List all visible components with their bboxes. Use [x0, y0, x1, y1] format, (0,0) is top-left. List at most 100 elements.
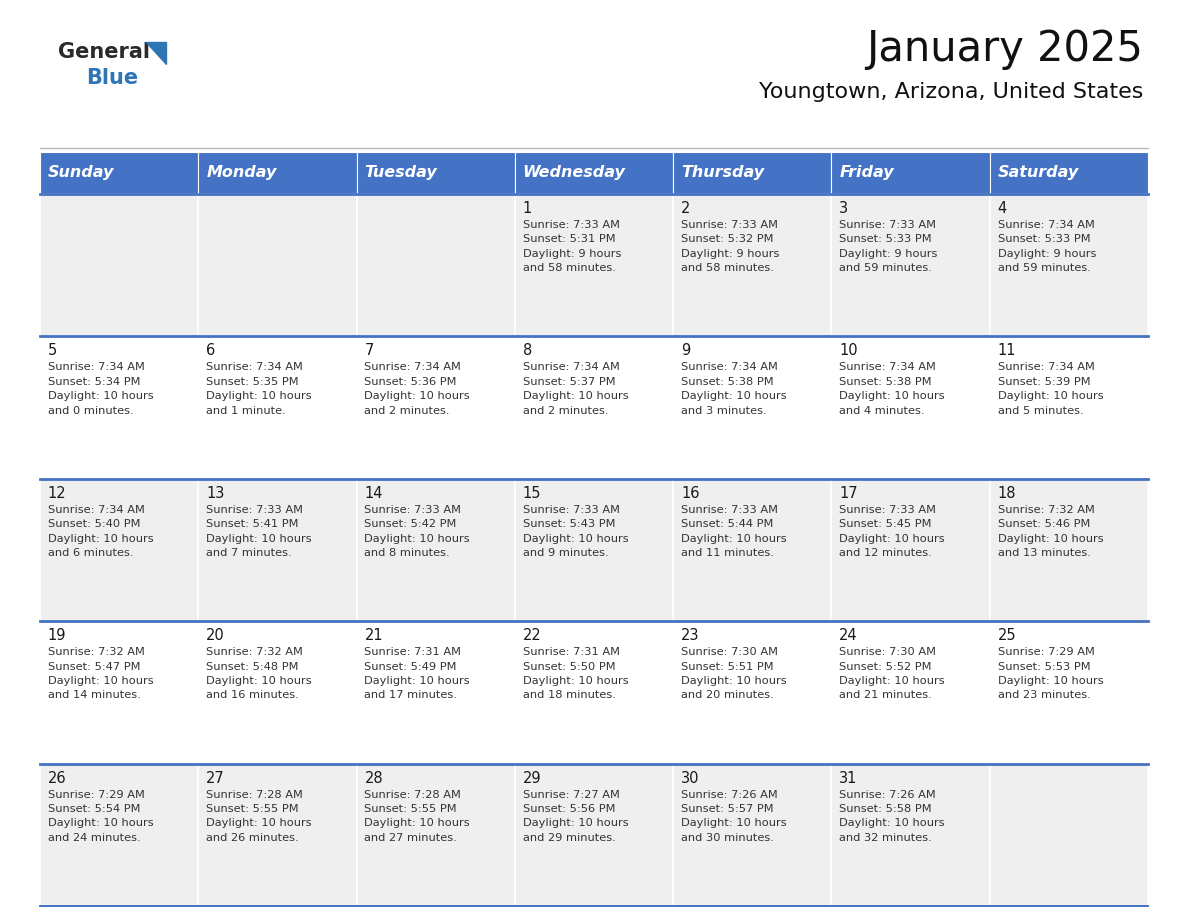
Text: Sunrise: 7:34 AM
Sunset: 5:38 PM
Daylight: 10 hours
and 4 minutes.: Sunrise: 7:34 AM Sunset: 5:38 PM Dayligh…	[840, 363, 944, 416]
Text: 17: 17	[840, 486, 858, 501]
Text: Sunrise: 7:33 AM
Sunset: 5:42 PM
Daylight: 10 hours
and 8 minutes.: Sunrise: 7:33 AM Sunset: 5:42 PM Dayligh…	[365, 505, 470, 558]
Text: Sunrise: 7:27 AM
Sunset: 5:56 PM
Daylight: 10 hours
and 29 minutes.: Sunrise: 7:27 AM Sunset: 5:56 PM Dayligh…	[523, 789, 628, 843]
Text: 18: 18	[998, 486, 1016, 501]
Text: Wednesday: Wednesday	[523, 165, 626, 181]
Text: Sunrise: 7:34 AM
Sunset: 5:39 PM
Daylight: 10 hours
and 5 minutes.: Sunrise: 7:34 AM Sunset: 5:39 PM Dayligh…	[998, 363, 1104, 416]
Bar	[514, 336, 674, 479]
Bar	[514, 479, 674, 621]
Text: Sunrise: 7:32 AM
Sunset: 5:47 PM
Daylight: 10 hours
and 14 minutes.: Sunrise: 7:32 AM Sunset: 5:47 PM Dayligh…	[48, 647, 153, 700]
Text: General: General	[58, 42, 150, 62]
Text: Sunrise: 7:29 AM
Sunset: 5:53 PM
Daylight: 10 hours
and 23 minutes.: Sunrise: 7:29 AM Sunset: 5:53 PM Dayligh…	[998, 647, 1104, 700]
Bar	[674, 621, 832, 764]
Text: 9: 9	[681, 343, 690, 358]
Text: Sunrise: 7:30 AM
Sunset: 5:51 PM
Daylight: 10 hours
and 20 minutes.: Sunrise: 7:30 AM Sunset: 5:51 PM Dayligh…	[681, 647, 786, 700]
Text: 31: 31	[840, 770, 858, 786]
Text: Tuesday: Tuesday	[365, 165, 437, 181]
Text: Sunrise: 7:28 AM
Sunset: 5:55 PM
Daylight: 10 hours
and 27 minutes.: Sunrise: 7:28 AM Sunset: 5:55 PM Dayligh…	[365, 789, 470, 843]
Text: Sunrise: 7:33 AM
Sunset: 5:32 PM
Daylight: 9 hours
and 58 minutes.: Sunrise: 7:33 AM Sunset: 5:32 PM Dayligh…	[681, 220, 779, 274]
Bar	[514, 764, 674, 906]
Text: 20: 20	[207, 628, 225, 644]
Bar	[514, 621, 674, 764]
Bar	[356, 194, 514, 336]
Text: Sunrise: 7:33 AM
Sunset: 5:41 PM
Daylight: 10 hours
and 7 minutes.: Sunrise: 7:33 AM Sunset: 5:41 PM Dayligh…	[207, 505, 311, 558]
Bar	[356, 764, 514, 906]
Bar	[198, 764, 356, 906]
Text: Youngtown, Arizona, United States: Youngtown, Arizona, United States	[759, 82, 1143, 102]
Bar	[674, 336, 832, 479]
Bar	[198, 479, 356, 621]
Bar	[832, 152, 990, 194]
Text: Sunrise: 7:26 AM
Sunset: 5:57 PM
Daylight: 10 hours
and 30 minutes.: Sunrise: 7:26 AM Sunset: 5:57 PM Dayligh…	[681, 789, 786, 843]
Text: Sunrise: 7:28 AM
Sunset: 5:55 PM
Daylight: 10 hours
and 26 minutes.: Sunrise: 7:28 AM Sunset: 5:55 PM Dayligh…	[207, 789, 311, 843]
Bar	[832, 479, 990, 621]
Bar	[40, 479, 198, 621]
Text: Sunrise: 7:34 AM
Sunset: 5:38 PM
Daylight: 10 hours
and 3 minutes.: Sunrise: 7:34 AM Sunset: 5:38 PM Dayligh…	[681, 363, 786, 416]
Bar	[198, 621, 356, 764]
Polygon shape	[146, 42, 166, 64]
Bar	[674, 479, 832, 621]
Text: Sunrise: 7:30 AM
Sunset: 5:52 PM
Daylight: 10 hours
and 21 minutes.: Sunrise: 7:30 AM Sunset: 5:52 PM Dayligh…	[840, 647, 944, 700]
Text: Sunrise: 7:34 AM
Sunset: 5:37 PM
Daylight: 10 hours
and 2 minutes.: Sunrise: 7:34 AM Sunset: 5:37 PM Dayligh…	[523, 363, 628, 416]
Text: Sunrise: 7:33 AM
Sunset: 5:33 PM
Daylight: 9 hours
and 59 minutes.: Sunrise: 7:33 AM Sunset: 5:33 PM Dayligh…	[840, 220, 937, 274]
Bar	[356, 152, 514, 194]
Bar	[356, 621, 514, 764]
Bar	[990, 621, 1148, 764]
Text: Sunrise: 7:33 AM
Sunset: 5:45 PM
Daylight: 10 hours
and 12 minutes.: Sunrise: 7:33 AM Sunset: 5:45 PM Dayligh…	[840, 505, 944, 558]
Text: Sunrise: 7:33 AM
Sunset: 5:44 PM
Daylight: 10 hours
and 11 minutes.: Sunrise: 7:33 AM Sunset: 5:44 PM Dayligh…	[681, 505, 786, 558]
Text: 16: 16	[681, 486, 700, 501]
Bar	[674, 764, 832, 906]
Text: 5: 5	[48, 343, 57, 358]
Text: Sunrise: 7:34 AM
Sunset: 5:40 PM
Daylight: 10 hours
and 6 minutes.: Sunrise: 7:34 AM Sunset: 5:40 PM Dayligh…	[48, 505, 153, 558]
Text: Sunrise: 7:34 AM
Sunset: 5:35 PM
Daylight: 10 hours
and 1 minute.: Sunrise: 7:34 AM Sunset: 5:35 PM Dayligh…	[207, 363, 311, 416]
Text: Sunrise: 7:29 AM
Sunset: 5:54 PM
Daylight: 10 hours
and 24 minutes.: Sunrise: 7:29 AM Sunset: 5:54 PM Dayligh…	[48, 789, 153, 843]
Text: Sunrise: 7:31 AM
Sunset: 5:50 PM
Daylight: 10 hours
and 18 minutes.: Sunrise: 7:31 AM Sunset: 5:50 PM Dayligh…	[523, 647, 628, 700]
Text: 3: 3	[840, 201, 848, 216]
Text: 4: 4	[998, 201, 1007, 216]
Text: 22: 22	[523, 628, 542, 644]
Text: Saturday: Saturday	[998, 165, 1079, 181]
Text: January 2025: January 2025	[866, 28, 1143, 70]
Text: 24: 24	[840, 628, 858, 644]
Bar	[990, 152, 1148, 194]
Bar	[356, 479, 514, 621]
Text: 30: 30	[681, 770, 700, 786]
Bar	[198, 152, 356, 194]
Text: Sunrise: 7:33 AM
Sunset: 5:31 PM
Daylight: 9 hours
and 58 minutes.: Sunrise: 7:33 AM Sunset: 5:31 PM Dayligh…	[523, 220, 621, 274]
Text: Friday: Friday	[840, 165, 893, 181]
Bar	[356, 336, 514, 479]
Text: 23: 23	[681, 628, 700, 644]
Bar	[832, 194, 990, 336]
Bar	[40, 336, 198, 479]
Text: 14: 14	[365, 486, 383, 501]
Text: Sunday: Sunday	[48, 165, 114, 181]
Bar	[990, 764, 1148, 906]
Bar	[40, 764, 198, 906]
Text: 25: 25	[998, 628, 1016, 644]
Text: 12: 12	[48, 486, 67, 501]
Text: 29: 29	[523, 770, 542, 786]
Text: 2: 2	[681, 201, 690, 216]
Text: 28: 28	[365, 770, 383, 786]
Text: 8: 8	[523, 343, 532, 358]
Bar	[40, 152, 198, 194]
Text: 11: 11	[998, 343, 1016, 358]
Bar	[674, 194, 832, 336]
Bar	[514, 152, 674, 194]
Bar	[674, 152, 832, 194]
Bar	[990, 336, 1148, 479]
Text: Sunrise: 7:31 AM
Sunset: 5:49 PM
Daylight: 10 hours
and 17 minutes.: Sunrise: 7:31 AM Sunset: 5:49 PM Dayligh…	[365, 647, 470, 700]
Text: Sunrise: 7:33 AM
Sunset: 5:43 PM
Daylight: 10 hours
and 9 minutes.: Sunrise: 7:33 AM Sunset: 5:43 PM Dayligh…	[523, 505, 628, 558]
Text: Sunrise: 7:32 AM
Sunset: 5:48 PM
Daylight: 10 hours
and 16 minutes.: Sunrise: 7:32 AM Sunset: 5:48 PM Dayligh…	[207, 647, 311, 700]
Bar	[832, 764, 990, 906]
Text: 21: 21	[365, 628, 383, 644]
Bar	[198, 194, 356, 336]
Text: Sunrise: 7:34 AM
Sunset: 5:34 PM
Daylight: 10 hours
and 0 minutes.: Sunrise: 7:34 AM Sunset: 5:34 PM Dayligh…	[48, 363, 153, 416]
Text: Sunrise: 7:32 AM
Sunset: 5:46 PM
Daylight: 10 hours
and 13 minutes.: Sunrise: 7:32 AM Sunset: 5:46 PM Dayligh…	[998, 505, 1104, 558]
Text: Thursday: Thursday	[681, 165, 764, 181]
Bar	[990, 194, 1148, 336]
Bar	[990, 479, 1148, 621]
Text: 19: 19	[48, 628, 67, 644]
Text: Blue: Blue	[86, 68, 138, 88]
Bar	[198, 336, 356, 479]
Text: 26: 26	[48, 770, 67, 786]
